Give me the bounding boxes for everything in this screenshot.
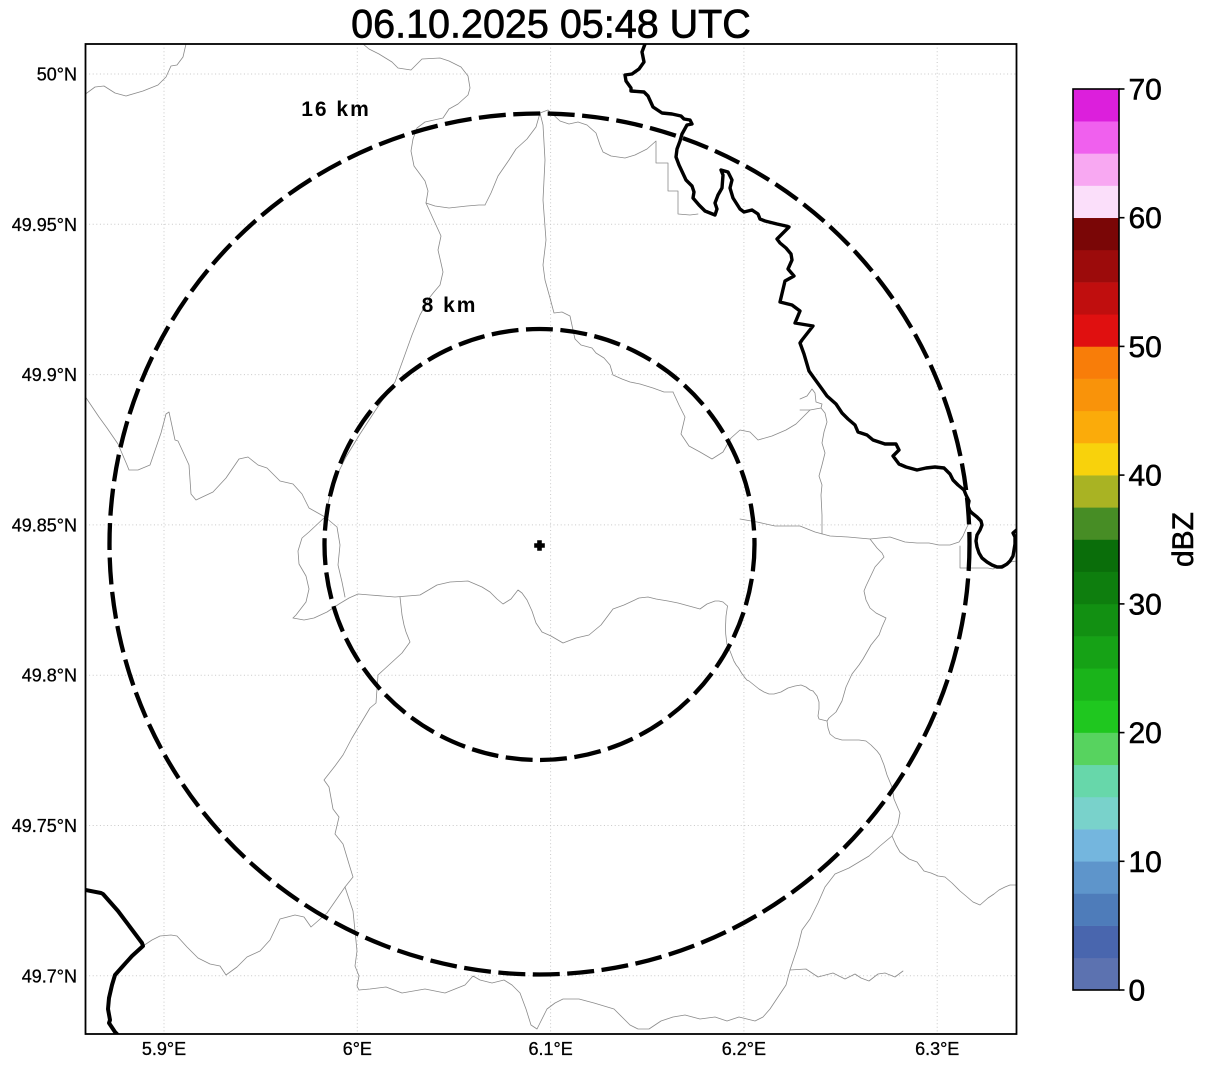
svg-text:6.1°E: 6.1°E xyxy=(528,1039,572,1059)
svg-text:70: 70 xyxy=(1129,74,1162,107)
svg-text:30: 30 xyxy=(1129,588,1162,621)
svg-text:40: 40 xyxy=(1129,460,1162,493)
svg-text:49.9°N: 49.9°N xyxy=(22,365,77,385)
svg-text:0: 0 xyxy=(1129,975,1146,1008)
svg-text:60: 60 xyxy=(1129,202,1162,235)
svg-text:49.7°N: 49.7°N xyxy=(22,966,77,986)
svg-text:6.2°E: 6.2°E xyxy=(722,1039,766,1059)
svg-text:10: 10 xyxy=(1129,846,1162,879)
svg-text:49.85°N: 49.85°N xyxy=(12,515,77,535)
svg-text:16 km: 16 km xyxy=(301,98,371,121)
svg-text:49.95°N: 49.95°N xyxy=(12,215,77,235)
svg-text:20: 20 xyxy=(1129,717,1162,750)
svg-text:6°E: 6°E xyxy=(343,1039,372,1059)
svg-text:49.75°N: 49.75°N xyxy=(12,816,77,836)
svg-text:06.10.2025 05:48 UTC: 06.10.2025 05:48 UTC xyxy=(351,3,751,47)
svg-text:50: 50 xyxy=(1129,331,1162,364)
svg-text:8 km: 8 km xyxy=(422,294,478,317)
svg-text:5.9°E: 5.9°E xyxy=(142,1039,186,1059)
svg-text:50°N: 50°N xyxy=(37,65,77,85)
svg-text:dBZ: dBZ xyxy=(1167,512,1200,567)
svg-text:49.8°N: 49.8°N xyxy=(22,666,77,686)
svg-text:6.3°E: 6.3°E xyxy=(915,1039,959,1059)
